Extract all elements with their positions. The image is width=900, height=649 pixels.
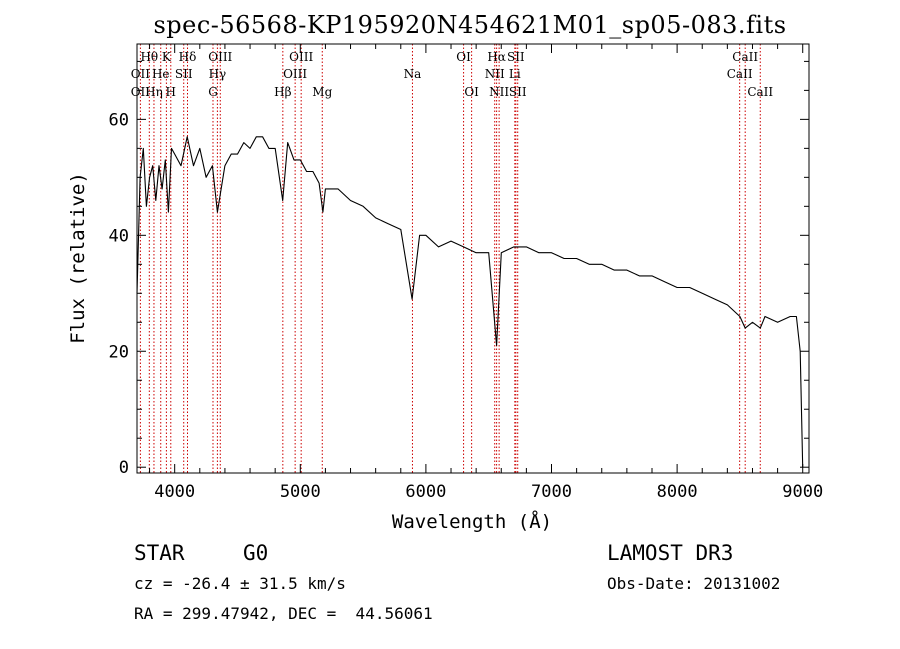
- line-label-8: Hδ: [179, 50, 197, 64]
- x-axis-label: Wavelength (Å): [392, 510, 552, 533]
- line-label-6: H: [166, 85, 176, 99]
- line-label-10: Hγ: [209, 67, 227, 81]
- object-class: STAR: [134, 541, 185, 565]
- x-tick-label-2: 6000: [405, 482, 446, 502]
- redshift-cz: cz = -26.4 ± 31.5 km/s: [134, 574, 346, 593]
- line-label-4: K: [162, 50, 172, 64]
- y-tick-label-0: 0: [119, 458, 129, 478]
- spectral-line-markers: [139, 44, 761, 473]
- line-label-14: OIII: [283, 67, 307, 81]
- y-axis-label: Flux (relative): [67, 172, 89, 344]
- line-label-5: He: [152, 67, 170, 81]
- line-label-13: OIII: [289, 50, 313, 64]
- line-label-25: CaII: [732, 50, 758, 64]
- line-label-0: Hθ: [140, 50, 158, 64]
- y-tick-label-1: 20: [109, 342, 129, 362]
- line-label-9: OIII: [208, 50, 232, 64]
- spectrum-line: [136, 136, 804, 468]
- line-label-16: Na: [404, 67, 422, 81]
- line-label-11: G: [208, 85, 218, 99]
- line-label-17: OI: [456, 50, 471, 64]
- line-label-24: SII: [509, 85, 527, 99]
- line-label-3: Hη: [145, 85, 163, 99]
- line-label-21: NII: [485, 67, 505, 81]
- line-label-2: OII: [131, 85, 151, 99]
- chart-title: spec-56568-KP195920N454621M01_sp05-083.f…: [153, 11, 786, 39]
- line-label-18: OI: [464, 85, 479, 99]
- line-label-22: Li: [509, 67, 521, 81]
- x-tick-label-1: 5000: [280, 482, 321, 502]
- plot-frame: [136, 43, 810, 474]
- x-axis: 4000 5000 6000 7000 8000 9000: [149, 44, 823, 502]
- survey-name: LAMOST DR3: [607, 541, 733, 565]
- y-tick-label-2: 40: [109, 226, 129, 246]
- line-label-27: CaII: [747, 85, 773, 99]
- line-label-23: NII: [489, 85, 509, 99]
- x-tick-label-3: 7000: [531, 482, 572, 502]
- line-label-12: Hβ: [274, 85, 291, 99]
- y-axis: 0 20 40 60: [109, 60, 809, 478]
- line-label-20: SII: [507, 50, 525, 64]
- x-tick-label-5: 9000: [782, 482, 823, 502]
- line-label-19: Hα: [487, 50, 506, 64]
- line-label-15: Mg: [312, 85, 332, 99]
- x-tick-label-0: 4000: [154, 482, 195, 502]
- line-label-1: OII: [131, 67, 151, 81]
- x-tick-label-4: 8000: [657, 482, 698, 502]
- object-subclass: G0: [243, 541, 268, 565]
- line-label-7: SII: [175, 67, 193, 81]
- line-label-26: CaII: [727, 67, 753, 81]
- obs-date: Obs-Date: 20131002: [607, 574, 780, 593]
- ra-dec: RA = 299.47942, DEC = 44.56061: [134, 604, 433, 623]
- y-tick-label-3: 60: [109, 110, 129, 130]
